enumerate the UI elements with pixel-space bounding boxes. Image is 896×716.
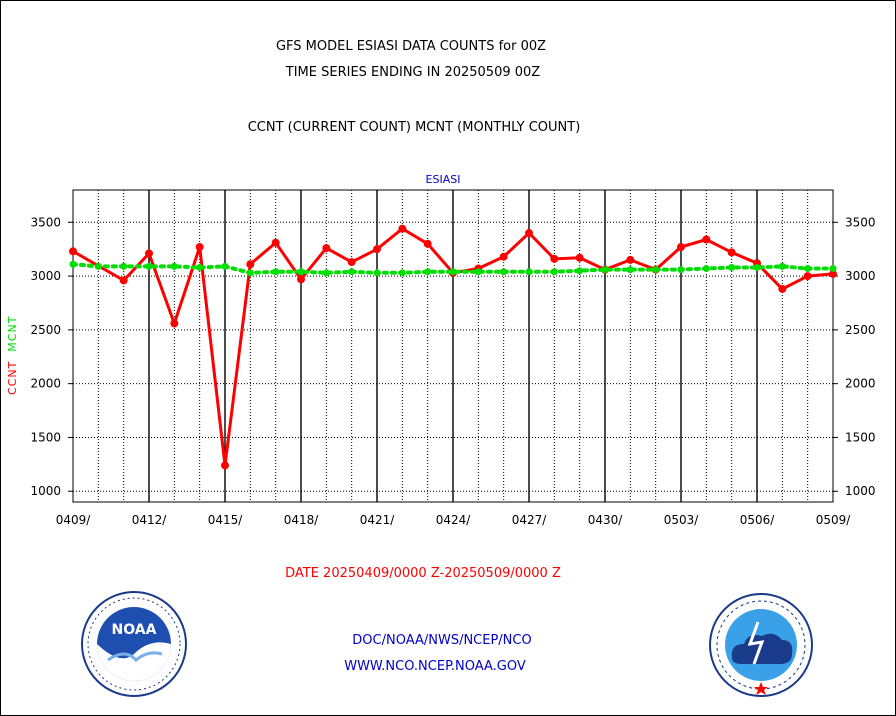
x-tick-label: 0412/: [132, 513, 168, 527]
data-point-mcnt: [525, 268, 533, 276]
x-tick-label: 0503/: [664, 513, 700, 527]
data-point-mcnt: [170, 262, 178, 270]
org-path-link[interactable]: DOC/NOAA/NWS/NCEP/NCO: [352, 633, 532, 648]
data-point-mcnt: [728, 263, 736, 271]
data-point-ccnt: [69, 247, 77, 256]
data-point-ccnt: [221, 461, 229, 470]
data-point-mcnt: [145, 262, 153, 270]
y-tick-label-right: 2000: [845, 377, 876, 391]
chart-title-line3: CCNT (CURRENT COUNT) MCNT (MONTHLY COUNT…: [247, 120, 581, 135]
data-point-mcnt: [576, 267, 584, 275]
noaa-logo-text: NOAA: [112, 622, 157, 638]
data-point-mcnt: [221, 262, 229, 270]
data-point-ccnt: [170, 319, 179, 328]
data-point-mcnt: [373, 269, 381, 277]
data-point-mcnt: [804, 265, 812, 273]
data-point-mcnt: [272, 268, 280, 276]
data-point-ccnt: [119, 276, 128, 285]
data-point-mcnt: [677, 266, 685, 274]
data-point-ccnt: [829, 269, 837, 278]
data-point-mcnt: [322, 269, 330, 277]
y-tick-label-right: 3000: [845, 269, 876, 283]
data-point-mcnt: [626, 266, 634, 274]
data-point-mcnt: [550, 268, 558, 276]
data-point-mcnt: [500, 268, 508, 276]
y-tick-label-left: 3500: [30, 215, 61, 229]
data-point-mcnt: [196, 263, 204, 271]
data-point-ccnt: [195, 243, 204, 252]
data-point-mcnt: [94, 262, 102, 270]
data-point-mcnt: [424, 268, 432, 276]
data-point-mcnt: [449, 268, 457, 276]
data-point-ccnt: [373, 245, 381, 254]
date-range: DATE 20250409/0000 Z-20250509/0000 Z: [285, 566, 561, 581]
y-tick-label-right: 1500: [845, 430, 876, 444]
x-tick-label: 0506/: [740, 513, 776, 527]
data-point-mcnt: [348, 268, 356, 276]
data-point-ccnt: [246, 260, 255, 269]
panel-title: ESIASI: [425, 173, 461, 186]
data-point-ccnt: [803, 272, 812, 281]
chart-title-line1: GFS MODEL ESIASI DATA COUNTS for 00Z: [275, 39, 547, 54]
data-point-ccnt: [297, 275, 305, 284]
data-point-ccnt: [423, 239, 432, 248]
x-tick-label: 0421/: [360, 513, 396, 527]
x-tick-label: 0418/: [284, 513, 320, 527]
data-point-ccnt: [322, 244, 331, 253]
data-point-ccnt: [550, 254, 559, 263]
x-tick-label: 0415/: [208, 513, 244, 527]
x-tick-label: 0424/: [436, 513, 472, 527]
data-point-ccnt: [677, 243, 685, 252]
data-point-ccnt: [499, 252, 508, 261]
data-point-mcnt: [297, 268, 305, 276]
x-tick-label: 0409/: [56, 513, 92, 527]
data-point-ccnt: [398, 224, 407, 233]
y-tick-label-left: 3000: [30, 269, 61, 283]
chart-title-line2: TIME SERIES ENDING IN 20250509 00Z: [285, 65, 541, 80]
data-point-mcnt: [398, 269, 406, 277]
data-point-mcnt: [246, 269, 254, 277]
data-point-ccnt: [702, 235, 711, 244]
y-tick-label-left: 1000: [30, 484, 61, 498]
data-point-mcnt: [601, 266, 609, 274]
data-point-ccnt: [778, 284, 787, 293]
data-point-mcnt: [652, 266, 660, 274]
data-point-mcnt: [778, 262, 786, 270]
data-point-ccnt: [727, 248, 736, 257]
website-link[interactable]: WWW.NCO.NCEP.NOAA.GOV: [344, 659, 526, 674]
data-point-mcnt: [829, 265, 837, 273]
nws-logo-icon: [709, 593, 813, 697]
y-tick-label-right: 1000: [845, 484, 876, 498]
noaa-logo-icon: NOAA: [81, 591, 187, 697]
y-tick-label-left: 2000: [30, 377, 61, 391]
data-point-ccnt: [271, 238, 280, 247]
data-point-ccnt: [525, 229, 533, 238]
y-tick-label-left: 1500: [30, 430, 61, 444]
data-point-mcnt: [753, 263, 761, 271]
x-tick-label: 0430/: [588, 513, 624, 527]
x-tick-label: 0427/: [512, 513, 548, 527]
x-tick-label: 0509/: [816, 513, 852, 527]
data-point-ccnt: [575, 253, 584, 262]
data-point-ccnt: [347, 258, 356, 267]
data-point-mcnt: [474, 268, 482, 276]
y-tick-label-right: 3500: [845, 215, 876, 229]
data-point-mcnt: [120, 262, 128, 270]
data-point-ccnt: [145, 249, 153, 258]
data-point-mcnt: [69, 260, 77, 268]
y-tick-label-right: 2500: [845, 323, 876, 337]
data-point-mcnt: [702, 265, 710, 273]
data-point-ccnt: [626, 255, 635, 264]
y-tick-label-left: 2500: [30, 323, 61, 337]
